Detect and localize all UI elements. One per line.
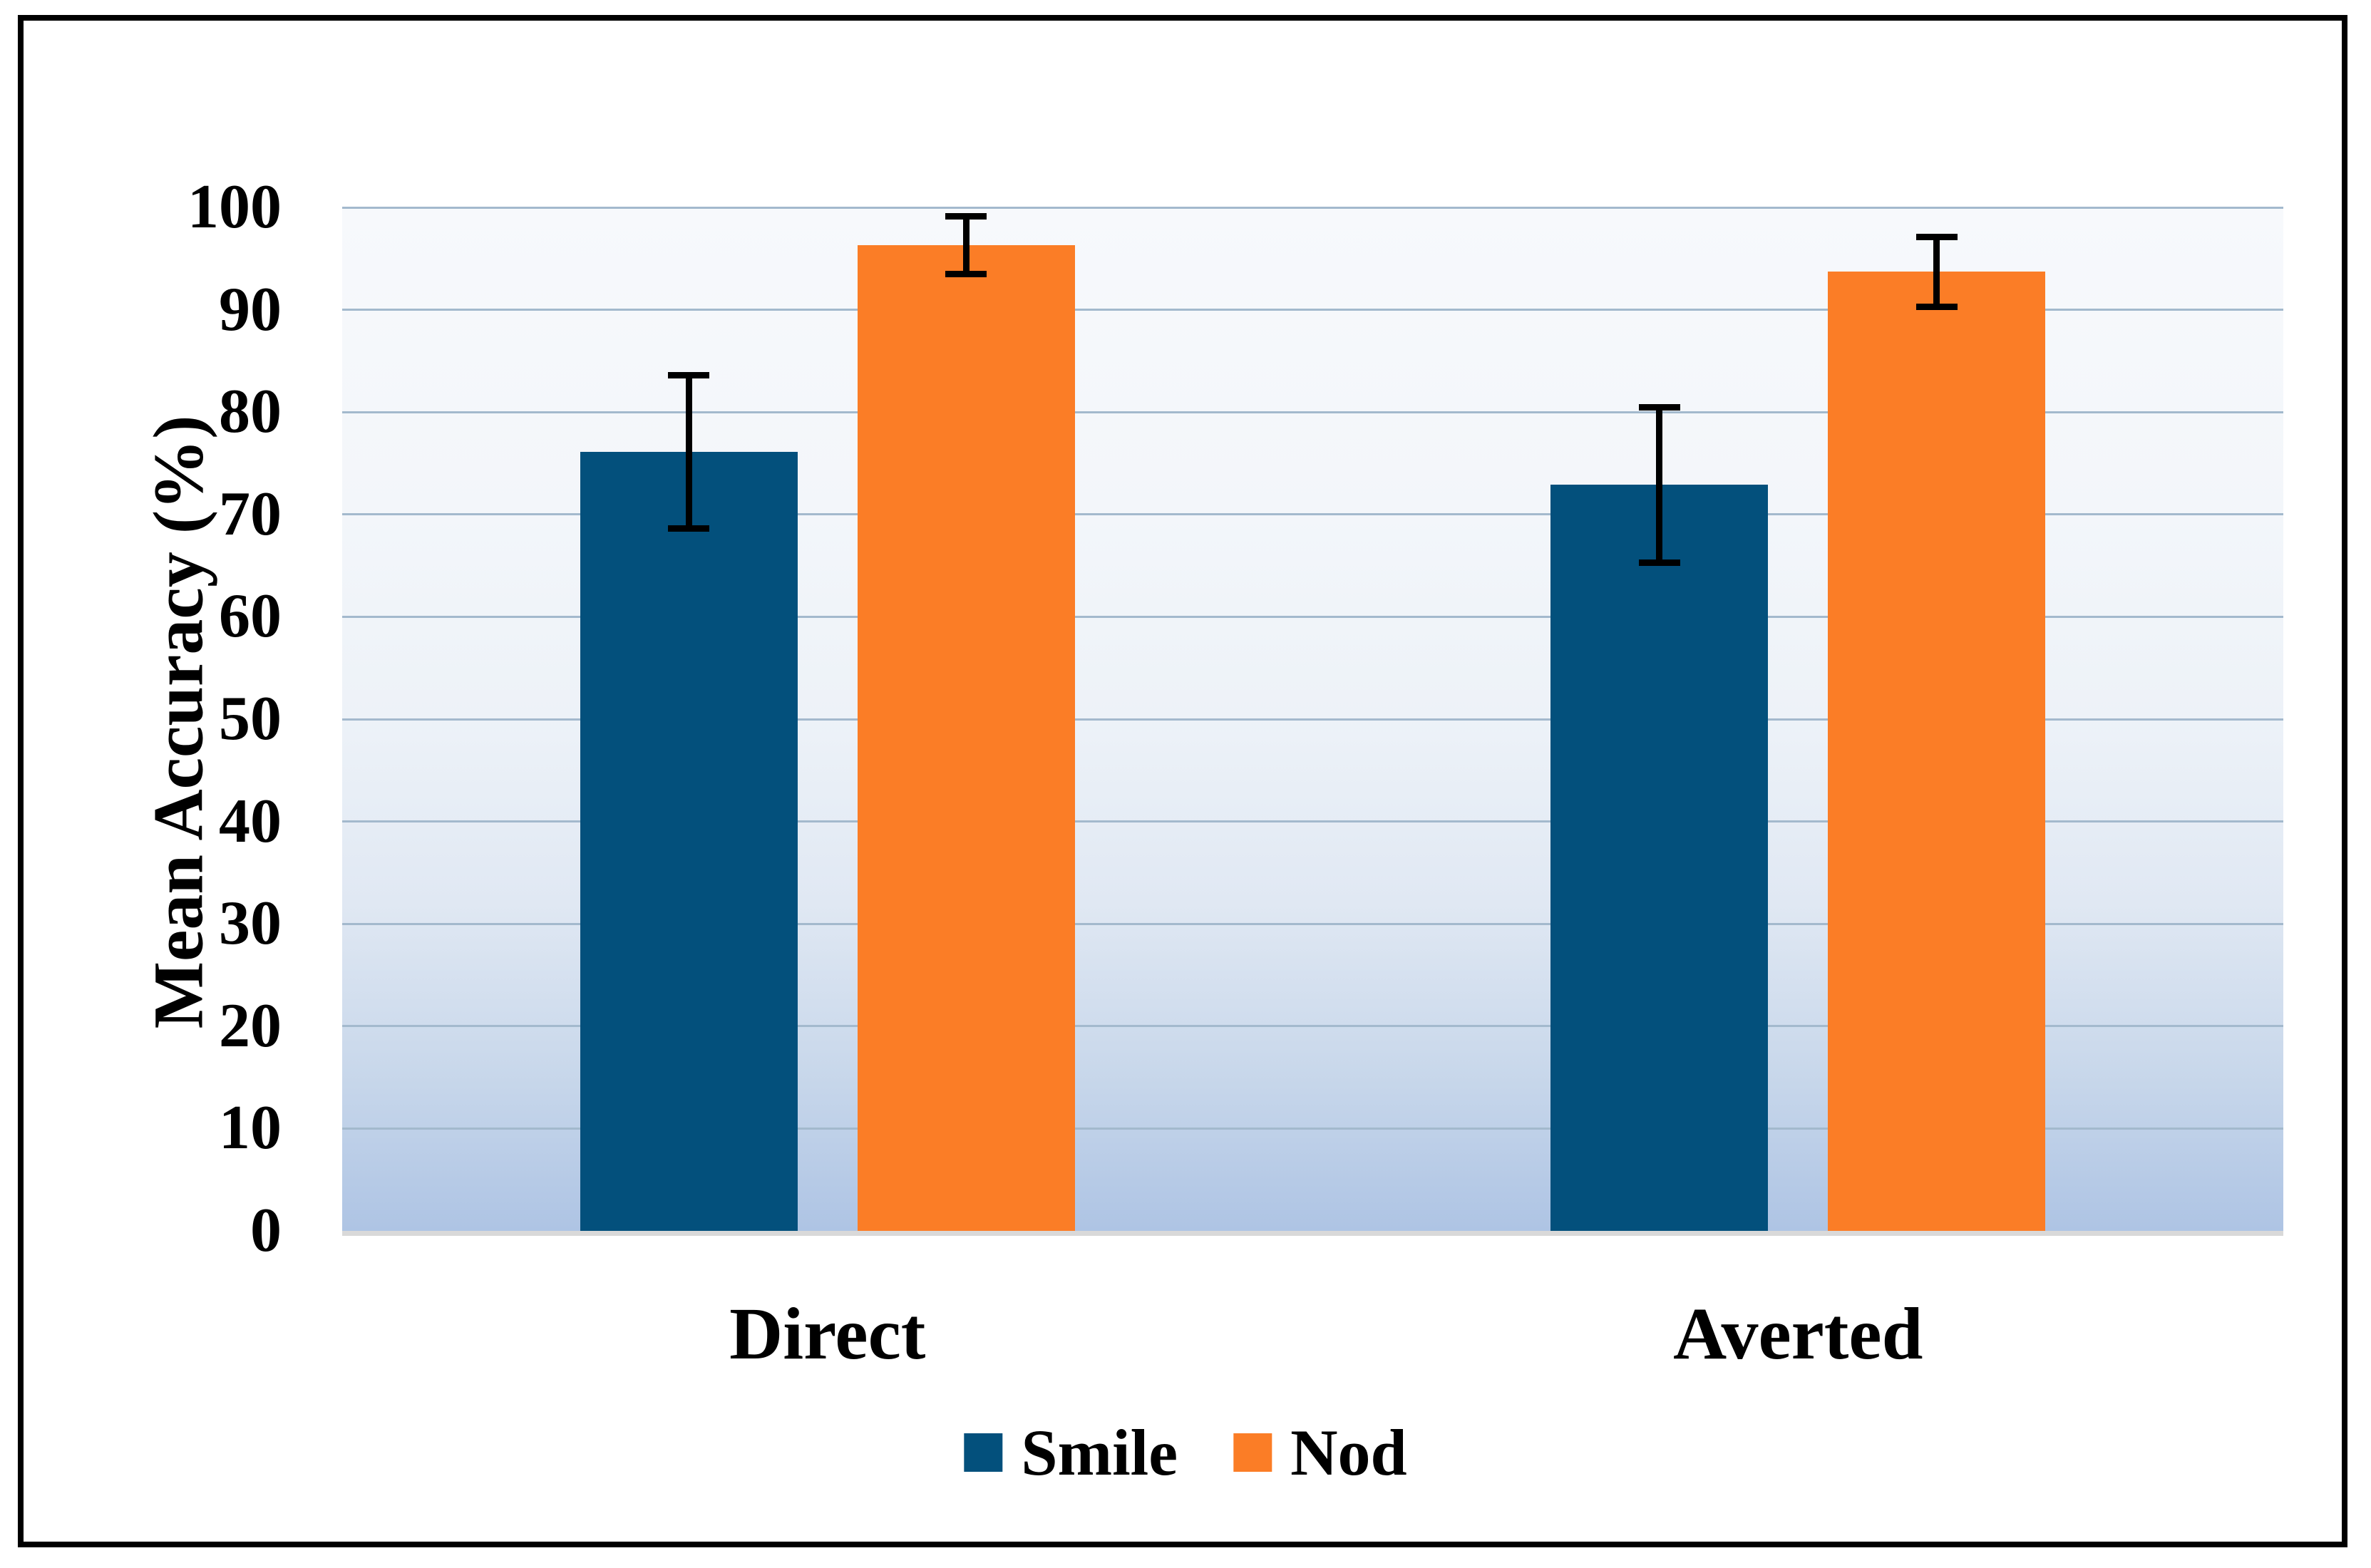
bar-averted-smile [1550, 485, 1769, 1231]
y-tick-label-30: 30 [219, 889, 282, 959]
y-tick-label-20: 20 [219, 991, 282, 1061]
error-bar-bottom-cap [668, 525, 710, 532]
gridline-90 [342, 309, 2283, 311]
gridline-10 [342, 1127, 2283, 1130]
legend: Smile Nod [964, 1420, 1407, 1485]
legend-label-smile: Smile [1021, 1416, 1178, 1489]
y-tick-label-100: 100 [187, 172, 282, 242]
error-bar-line [685, 372, 692, 532]
error-bar-top-cap [668, 372, 710, 378]
y-tick-label-70: 70 [219, 479, 282, 549]
error-bar-top-cap [1638, 403, 1680, 411]
legend-entry-smile: Smile [964, 1420, 1178, 1485]
error-bar-line [962, 213, 970, 277]
figure-border [18, 15, 2347, 1547]
y-tick-label-80: 80 [219, 377, 282, 447]
error-bar-bottom-cap [945, 270, 987, 277]
y-tick-label-50: 50 [219, 684, 282, 753]
gridline-60 [342, 615, 2283, 618]
y-tick-label-90: 90 [219, 274, 282, 344]
plot-area [342, 206, 2283, 1231]
y-tick-label-40: 40 [219, 786, 282, 856]
error-bar-line [1656, 403, 1663, 566]
legend-swatch-smile [964, 1433, 1003, 1472]
category-label-direct: Direct [729, 1293, 926, 1375]
legend-label-nod: Nod [1290, 1416, 1407, 1489]
gridline-50 [342, 718, 2283, 721]
y-tick-label-60: 60 [219, 582, 282, 651]
gridline-30 [342, 922, 2283, 925]
legend-swatch-nod [1233, 1433, 1272, 1472]
error-bar-averted-smile [1638, 403, 1680, 566]
error-bar-bottom-cap [1915, 303, 1958, 310]
gridline-20 [342, 1025, 2283, 1028]
error-bar-top-cap [945, 213, 987, 220]
category-label-averted: Averted [1673, 1293, 1923, 1375]
gridline-70 [342, 513, 2283, 516]
gridline-80 [342, 411, 2283, 413]
bar-averted-nod [1828, 272, 2046, 1231]
gridline-100 [342, 206, 2283, 209]
error-bar-direct-nod [945, 213, 987, 277]
gridline-40 [342, 820, 2283, 823]
y-tick-label-10: 10 [219, 1093, 282, 1163]
error-bar-direct-smile [668, 372, 710, 532]
y-tick-label-0: 0 [250, 1196, 282, 1265]
x-axis-line [342, 1231, 2283, 1236]
bar-direct-smile [580, 452, 798, 1231]
error-bar-top-cap [1915, 234, 1958, 241]
bar-direct-nod [857, 245, 1075, 1231]
error-bar-bottom-cap [1638, 559, 1680, 566]
legend-entry-nod: Nod [1233, 1420, 1407, 1485]
error-bar-line [1933, 234, 1940, 310]
error-bar-averted-nod [1915, 234, 1958, 310]
